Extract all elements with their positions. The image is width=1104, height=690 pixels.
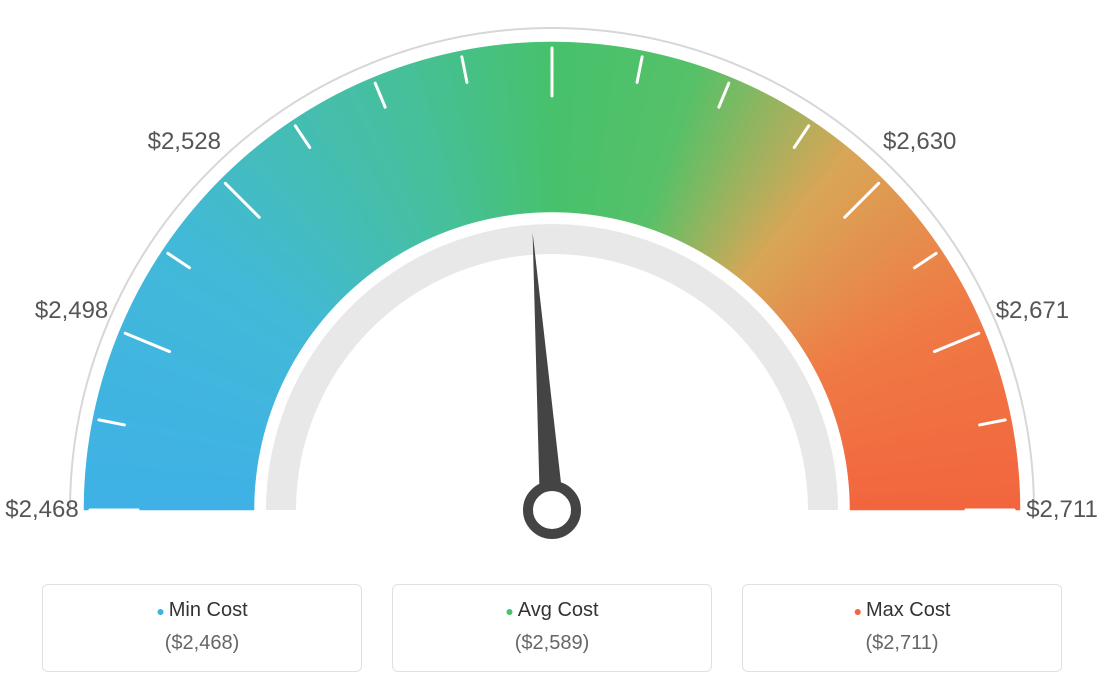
legend-row: Min Cost ($2,468) Avg Cost ($2,589) Max … — [0, 584, 1104, 672]
tick-label: $2,528 — [148, 128, 221, 156]
gauge-area: $2,468 $2,498 $2,528 $2,589 $2,630 $2,671 $2,7… — [0, 0, 1104, 560]
tick-label: $2,671 — [996, 297, 1069, 325]
tick-label: $2,589 — [515, 0, 588, 4]
legend-label-max: Max Cost — [753, 599, 1051, 622]
legend-value-min: ($2,468) — [53, 632, 351, 655]
tick-label: $2,468 — [5, 496, 78, 524]
legend-card-avg: Avg Cost ($2,589) — [392, 584, 712, 672]
legend-value-max: ($2,711) — [753, 632, 1051, 655]
legend-value-avg: ($2,589) — [403, 632, 701, 655]
needle — [533, 233, 564, 511]
needle-hub — [528, 486, 576, 534]
legend-label-min: Min Cost — [53, 599, 351, 622]
tick-label: $2,498 — [35, 297, 108, 325]
gauge-chart-container: $2,468 $2,498 $2,528 $2,589 $2,630 $2,671 $2,7… — [0, 0, 1104, 690]
tick-label: $2,711 — [1026, 496, 1098, 524]
legend-card-max: Max Cost ($2,711) — [742, 584, 1062, 672]
tick-label: $2,630 — [883, 128, 956, 156]
legend-card-min: Min Cost ($2,468) — [42, 584, 362, 672]
gauge-svg — [0, 0, 1104, 560]
legend-label-avg: Avg Cost — [403, 599, 701, 622]
